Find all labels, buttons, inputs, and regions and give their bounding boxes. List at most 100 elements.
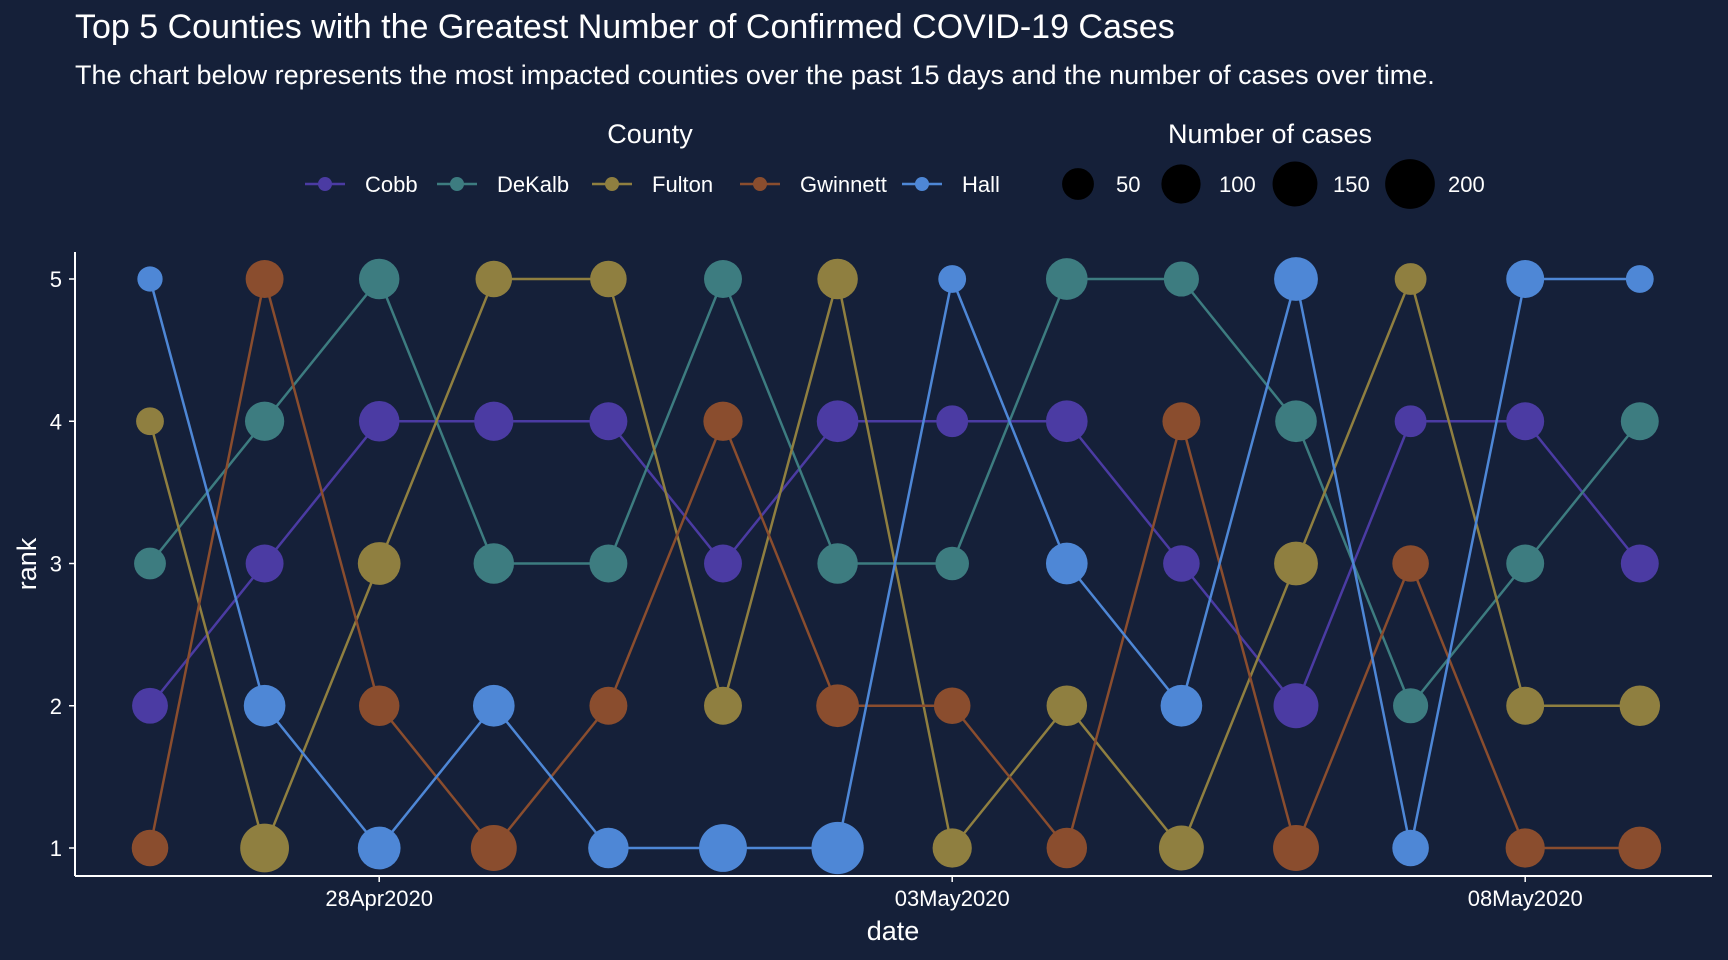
data-point-hall [1274,257,1318,301]
legend-county: Cobb DeKalb Fulton Gwinnett Hall [305,172,1000,197]
legend-dot [753,177,767,191]
data-point-hall [137,266,163,292]
data-point-hall [472,684,515,727]
data-point-fulton [1158,825,1204,871]
data-point-dekalb [935,546,969,581]
y-tick-label: 1 [50,836,62,861]
data-point-hall [1160,684,1203,727]
size-legend-label: 100 [1219,172,1256,197]
data-point-dekalb [358,258,400,300]
data-point-dekalb [134,547,166,580]
data-point-gwinnett [358,685,400,726]
data-point-gwinnett [1392,545,1429,582]
y-tick-label: 4 [50,409,62,434]
data-point-fulton [1046,685,1088,726]
data-point-hall [588,827,629,869]
data-point-hall [1625,265,1654,293]
data-point-cobb [1620,544,1659,583]
size-legend-item: 100 [1161,164,1256,204]
data-point-hall [357,826,401,870]
data-point-fulton [240,823,289,873]
legend-dot [915,177,929,191]
data-point-hall [1392,829,1429,867]
legend-size: 50 100 150 200 [1062,159,1485,209]
x-axis-label: date [867,916,920,946]
legend-label: DeKalb [497,172,569,197]
data-point-gwinnett [1273,825,1319,871]
size-legend-dot [1062,168,1094,200]
series-line-gwinnett [148,278,1640,852]
legend-dot [318,177,332,191]
y-tick-label: 2 [50,694,62,719]
data-point-fulton [817,258,858,300]
size-legend-label: 200 [1448,172,1485,197]
legend-dot [605,177,619,191]
data-point-dekalb [1506,544,1545,583]
data-point-fulton [475,260,513,298]
y-axis-label: rank [12,537,42,590]
data-point-hall [811,821,864,875]
data-point-gwinnett [816,684,859,728]
x-tick-label: 03May2020 [895,886,1010,911]
data-point-gwinnett [1162,402,1201,441]
data-point-hall [1045,542,1088,585]
y-tick-label: 5 [50,267,62,292]
legend-label: Hall [962,172,1000,197]
data-point-cobb [816,400,859,443]
chart-subtitle: The chart below represents the most impa… [75,60,1435,90]
data-point-fulton [357,542,401,585]
data-point-cobb [1273,683,1319,729]
data-point-dekalb [473,543,515,584]
data-point-gwinnett [589,686,628,725]
data-point-dekalb [1393,688,1429,724]
data-point-hall [938,265,967,293]
data-point-hall [1506,260,1545,298]
data-point-dekalb [1620,402,1659,441]
x-tick-label: 28Apr2020 [325,886,433,911]
data-point-fulton [1506,686,1545,725]
data-point-gwinnett [1618,826,1662,870]
size-legend-label: 150 [1333,172,1370,197]
data-point-fulton [704,686,742,725]
legend-size-title: Number of cases [1168,119,1372,149]
plot-points [131,257,1662,875]
legend-item-hall: Hall [902,172,1000,197]
data-point-dekalb [704,260,742,298]
data-point-gwinnett [933,687,971,725]
data-point-cobb [245,544,284,583]
size-legend-item: 150 [1272,161,1370,207]
chart-title: Top 5 Counties with the Greatest Number … [75,8,1175,46]
data-point-fulton [932,828,972,868]
data-point-fulton [1394,263,1427,295]
series-line-dekalb [149,275,1641,709]
data-point-dekalb [589,544,628,583]
size-legend-label: 50 [1116,172,1140,197]
data-point-cobb [1394,405,1427,438]
plot-lines [148,274,1641,852]
data-point-dekalb [1163,261,1199,297]
y-axis-ticks: 1 2 3 4 5 [50,267,75,861]
data-point-cobb [358,401,400,442]
legend-label: Gwinnett [800,172,887,197]
data-point-cobb [936,405,969,438]
size-legend-dot [1385,159,1435,209]
series-line-hall [148,274,1640,850]
data-point-fulton [136,407,164,436]
data-point-gwinnett [1505,828,1545,868]
data-point-gwinnett [703,401,743,441]
data-point-cobb [1506,402,1545,441]
legend-county-title: County [607,119,693,149]
data-point-hall [699,824,747,872]
size-legend-dot [1272,161,1318,207]
legend-item-cobb: Cobb [305,172,418,197]
legend-label: Cobb [365,172,418,197]
data-point-cobb [704,544,742,583]
data-point-fulton [1274,541,1318,586]
data-point-cobb [1163,545,1200,582]
data-point-gwinnett [470,825,517,871]
legend-label: Fulton [652,172,713,197]
data-point-gwinnett [131,829,169,867]
data-point-dekalb [244,401,285,441]
